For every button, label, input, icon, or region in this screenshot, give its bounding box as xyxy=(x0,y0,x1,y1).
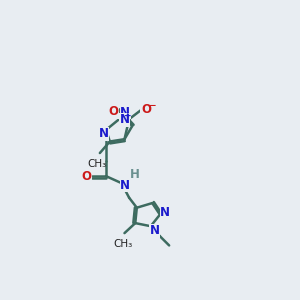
Text: +: + xyxy=(124,111,131,120)
Text: N: N xyxy=(119,113,130,126)
Text: N: N xyxy=(120,179,130,192)
Text: O: O xyxy=(82,169,92,183)
Text: CH₃: CH₃ xyxy=(113,239,133,249)
Text: CH₃: CH₃ xyxy=(87,159,106,169)
Text: N: N xyxy=(149,224,160,237)
Text: O: O xyxy=(141,103,151,116)
Text: O: O xyxy=(108,105,118,118)
Text: N: N xyxy=(120,106,130,119)
Text: N: N xyxy=(99,127,109,140)
Text: −: − xyxy=(148,101,155,110)
Text: H: H xyxy=(130,168,140,181)
Text: N: N xyxy=(160,206,170,219)
